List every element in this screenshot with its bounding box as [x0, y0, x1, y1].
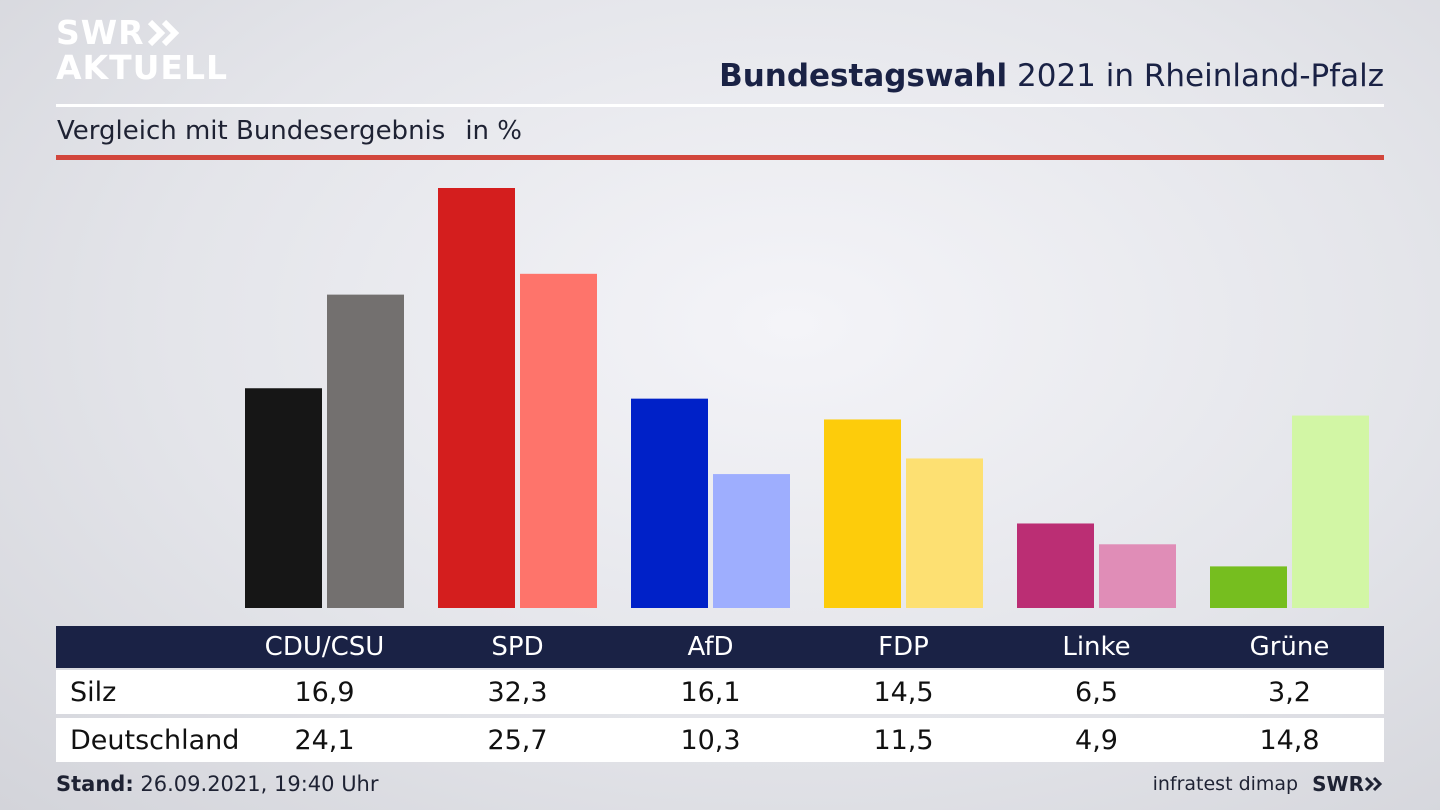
table-cell: 14,5: [873, 676, 934, 708]
source-text: infratest dimap: [1152, 773, 1299, 795]
table-cell: 10,3: [680, 724, 741, 756]
title-bold: Bundestagswahl: [719, 58, 1008, 94]
bar-deutschland-spd: [520, 273, 597, 608]
logo-line-swr: SWR: [56, 13, 145, 52]
table-cell: 16,1: [680, 676, 741, 708]
title-divider: [56, 104, 1384, 107]
column-header: AfD: [687, 632, 734, 662]
swr-aktuell-logo: SWR AKTUELL: [56, 16, 228, 84]
row-label: Deutschland: [70, 724, 240, 756]
page-title: Bundestagswahl 2021 in Rheinland-Pfalz: [719, 58, 1384, 94]
results-table: CDU/CSU SPD AfD FDP Linke Grüne Silz 16,9 32,3…: [56, 626, 1384, 762]
bar-deutschland-afd: [713, 474, 790, 608]
column-header: CDU/CSU: [264, 632, 385, 662]
bar-deutschland-fdp: [906, 458, 983, 608]
table-cell: 32,3: [487, 676, 548, 708]
bar-silz-grüne: [1210, 566, 1287, 608]
bar-silz-spd: [438, 188, 515, 608]
table-cell: 11,5: [873, 724, 934, 756]
table-cell: 24,1: [294, 724, 355, 756]
double-chevron-icon: [1364, 776, 1383, 792]
logo-line-aktuell: AKTUELL: [56, 48, 229, 87]
column-header: SPD: [491, 632, 544, 662]
chart-subtitle: Vergleich mit Bundesergebnis in %: [57, 116, 522, 146]
double-chevron-icon: [147, 19, 181, 46]
bar-silz-afd: [631, 398, 708, 608]
stand-value: 26.09.2021, 19:40 Uhr: [140, 772, 379, 796]
bar-deutschland-cdu-csu: [327, 294, 404, 608]
column-header: Grüne: [1249, 632, 1330, 662]
table-row-deutschland: Deutschland 24,1 25,7 10,3 11,5 4,9 14,8: [56, 718, 1384, 762]
unit-label: in %: [465, 116, 522, 146]
accent-rule: [56, 155, 1384, 160]
table-cell: 14,8: [1259, 724, 1320, 756]
table-header: CDU/CSU SPD AfD FDP Linke Grüne: [56, 626, 1384, 668]
bar-silz-cdu-csu: [245, 388, 322, 608]
column-header: FDP: [878, 632, 929, 662]
timestamp: Stand: 26.09.2021, 19:40 Uhr: [56, 772, 379, 796]
title-rest: 2021 in Rheinland-Pfalz: [1017, 58, 1384, 94]
table-cell: 6,5: [1075, 676, 1118, 708]
bar-deutschland-linke: [1099, 544, 1176, 608]
source-credit: infratest dimap SWR: [1153, 772, 1384, 796]
swr-brand-text: SWR: [1312, 772, 1364, 796]
table-cell: 3,2: [1268, 676, 1311, 708]
table-row-silz: Silz 16,9 32,3 16,1 14,5 6,5 3,2: [56, 670, 1384, 714]
bar-silz-linke: [1017, 523, 1094, 608]
table-cell: 25,7: [487, 724, 548, 756]
stand-label: Stand:: [56, 772, 134, 796]
row-label: Silz: [70, 676, 117, 708]
column-header: Linke: [1062, 632, 1131, 662]
table-cell: 4,9: [1075, 724, 1118, 756]
swr-brand: SWR: [1312, 772, 1384, 796]
subtitle-text: Vergleich mit Bundesergebnis: [57, 116, 446, 146]
bar-deutschland-grüne: [1292, 415, 1369, 608]
table-cell: 16,9: [294, 676, 355, 708]
bar-silz-fdp: [824, 419, 901, 608]
